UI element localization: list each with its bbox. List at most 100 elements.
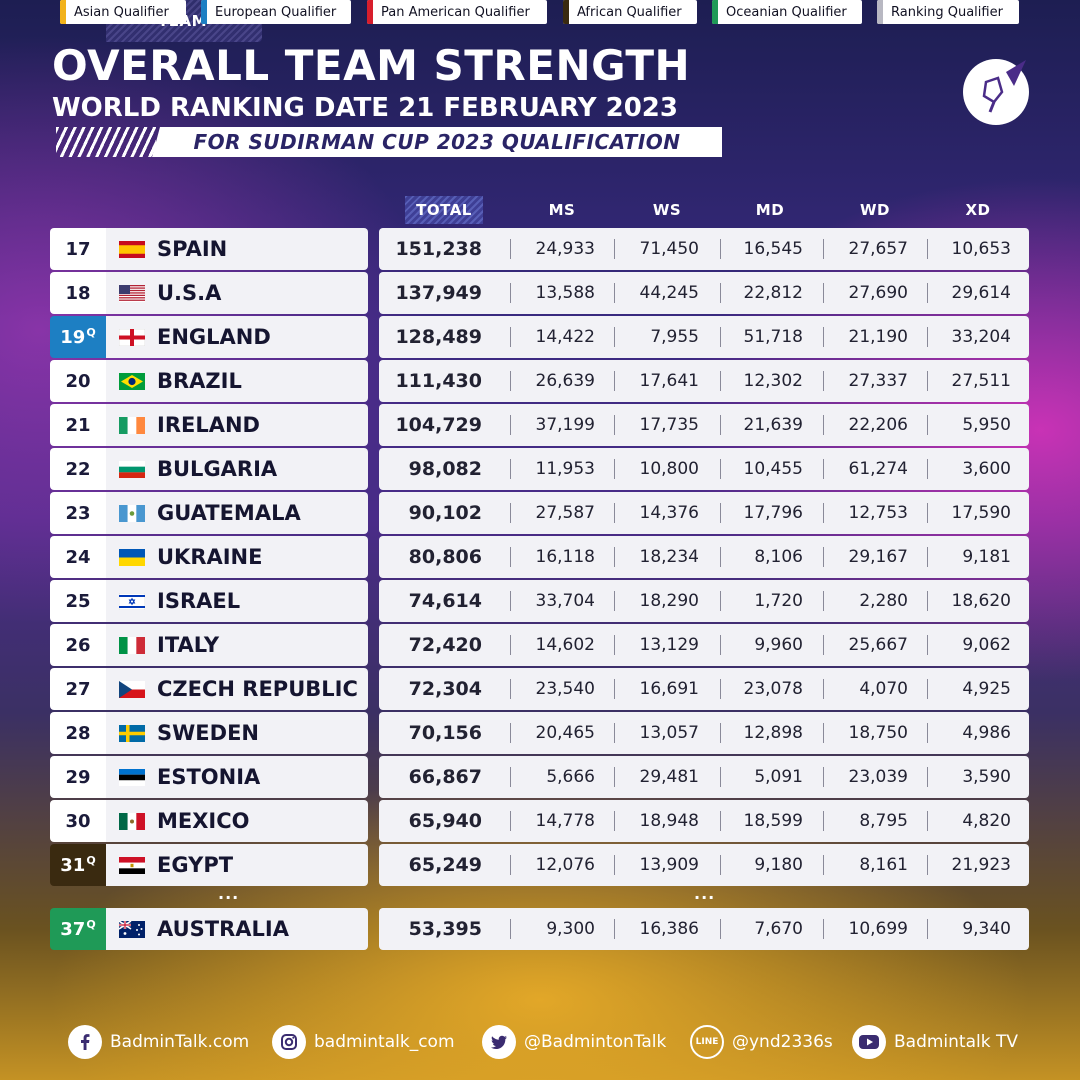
column-separator	[510, 919, 511, 939]
column-separator	[927, 239, 928, 259]
social-link[interactable]: BadminTalk.com	[68, 1022, 249, 1062]
rank-number: 19	[60, 326, 86, 348]
rank-number: 30	[65, 810, 91, 832]
legend-label: Ranking Qualifier	[891, 4, 1003, 20]
wd-value: 27,337	[848, 371, 908, 391]
column-separator	[927, 547, 928, 567]
column-separator	[510, 547, 511, 567]
total-value: 66,867	[408, 766, 482, 788]
social-link[interactable]: Badmintalk TV	[852, 1022, 1018, 1062]
rank-cell: 31 Q	[50, 844, 106, 886]
column-separator	[823, 327, 824, 347]
column-separator	[614, 283, 615, 303]
column-header-md: MD	[755, 201, 785, 219]
column-separator	[927, 415, 928, 435]
rank-number: 24	[65, 546, 91, 568]
team-name: MEXICO	[157, 809, 250, 833]
stats-cell-group: 65,249 12,076 13,909 9,180 8,161 21,923	[379, 844, 1029, 886]
team-cell: MEXICO	[106, 800, 368, 842]
xd-value: 4,986	[962, 723, 1011, 743]
column-separator	[720, 723, 721, 743]
column-separator	[614, 679, 615, 699]
social-link[interactable]: @BadmintonTalk	[482, 1022, 666, 1062]
facebook-icon	[68, 1025, 102, 1059]
ms-value: 9,300	[546, 919, 595, 939]
ms-value: 13,588	[535, 283, 595, 303]
stats-cell-group: 53,395 9,300 16,386 7,670 10,699 9,340	[379, 908, 1029, 950]
ranking-date: WORLD RANKING DATE 21 FEBRUARY 2023	[52, 93, 678, 123]
column-separator	[720, 547, 721, 567]
column-separator	[720, 371, 721, 391]
rank-number: 29	[65, 766, 91, 788]
rank-cell: 18	[50, 272, 106, 314]
wd-value: 22,206	[848, 415, 908, 435]
team-name: IRELAND	[157, 413, 260, 437]
team-name: ENGLAND	[157, 325, 271, 349]
column-separator	[927, 503, 928, 523]
column-separator	[927, 811, 928, 831]
england-flag-icon	[119, 328, 145, 346]
social-link[interactable]: LINE @ynd2336s	[690, 1022, 833, 1062]
social-label: Badmintalk TV	[894, 1032, 1018, 1052]
twitter-icon	[482, 1025, 516, 1059]
column-separator	[927, 767, 928, 787]
estonia-flag-icon	[119, 768, 145, 786]
qualified-marker: Q	[86, 853, 96, 867]
header: OVERALL TEAM STRENGTH WORLD RANKING DATE…	[52, 40, 690, 124]
wd-value: 18,750	[848, 723, 908, 743]
social-link[interactable]: badmintalk_com	[272, 1022, 455, 1062]
legend-color-swatch	[201, 0, 207, 24]
ms-value: 24,933	[535, 239, 595, 259]
team-cell: IRELAND	[106, 404, 368, 446]
legend-item: African Qualifier	[563, 0, 697, 24]
team-cell: ENGLAND	[106, 316, 368, 358]
md-value: 21,639	[743, 415, 803, 435]
md-value: 9,960	[754, 635, 803, 655]
legend-label: Asian Qualifier	[74, 4, 169, 20]
column-separator	[510, 283, 511, 303]
ms-value: 12,076	[535, 855, 595, 875]
total-value: 72,420	[408, 634, 482, 656]
column-separator	[927, 459, 928, 479]
xd-value: 9,181	[962, 547, 1011, 567]
italy-flag-icon	[119, 636, 145, 654]
column-separator	[823, 723, 824, 743]
ms-value: 27,587	[535, 503, 595, 523]
social-footer: BadminTalk.com badmintalk_com @BadmintonTa…	[0, 1022, 1080, 1062]
team-name: GUATEMALA	[157, 501, 301, 525]
legend-item: Oceanian Qualifier	[712, 0, 862, 24]
total-value: 70,156	[408, 722, 482, 744]
column-separator	[510, 239, 511, 259]
stats-cell-group: 90,102 27,587 14,376 17,796 12,753 17,590	[379, 492, 1029, 534]
wd-value: 61,274	[848, 459, 908, 479]
column-separator	[720, 459, 721, 479]
xd-value: 9,340	[962, 919, 1011, 939]
total-value: 65,940	[408, 810, 482, 832]
brazil-flag-icon	[119, 372, 145, 390]
ms-value: 11,953	[535, 459, 595, 479]
qualified-marker: Q	[86, 325, 96, 339]
stats-cell-group: 151,238 24,933 71,450 16,545 27,657 10,653	[379, 228, 1029, 270]
wd-value: 27,690	[848, 283, 908, 303]
column-separator	[510, 767, 511, 787]
column-separator	[823, 767, 824, 787]
stats-cell-group: 111,430 26,639 17,641 12,302 27,337 27,511	[379, 360, 1029, 402]
rank-number: 21	[65, 414, 91, 436]
column-separator	[614, 919, 615, 939]
rank-cell: 26	[50, 624, 106, 666]
column-separator	[823, 635, 824, 655]
column-separator	[720, 767, 721, 787]
total-value: 151,238	[395, 238, 482, 260]
column-header-total: TOTAL	[405, 196, 483, 224]
md-value: 17,796	[743, 503, 803, 523]
legend-color-swatch	[712, 0, 718, 24]
rank-number: 37	[60, 918, 86, 940]
md-value: 16,545	[743, 239, 803, 259]
ireland-flag-icon	[119, 416, 145, 434]
ellipsis-stats: ...	[694, 884, 716, 903]
stats-cell-group: 70,156 20,465 13,057 12,898 18,750 4,986	[379, 712, 1029, 754]
column-separator	[823, 415, 824, 435]
column-separator	[720, 679, 721, 699]
column-separator	[614, 767, 615, 787]
column-separator	[614, 591, 615, 611]
